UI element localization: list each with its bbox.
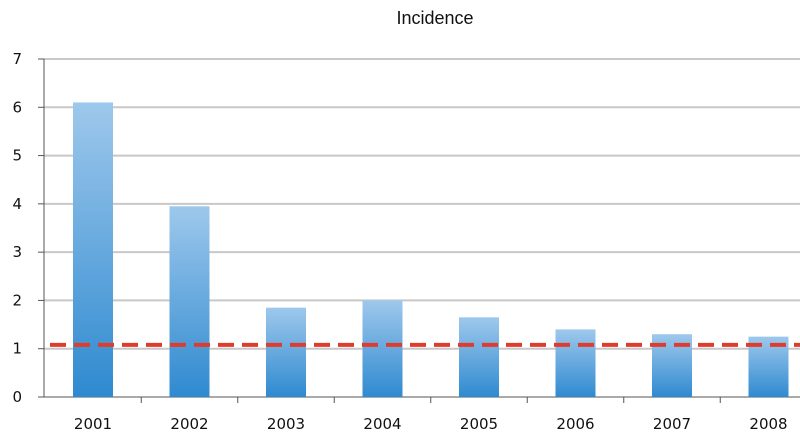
bar-2003 <box>266 307 306 397</box>
tick-labels: 0 1 2 3 4 5 6 7 2001 2002 2003 2004 2005 2006 2007 2008 <box>12 50 787 433</box>
x-tick-label: 2002 <box>170 415 208 433</box>
x-tick-label: 2006 <box>556 415 594 433</box>
bar-2005 <box>459 317 499 397</box>
y-tick-label: 5 <box>12 147 22 165</box>
x-tick-label: 2008 <box>749 415 787 433</box>
bar-2002 <box>169 206 210 397</box>
bar-2001 <box>73 102 113 397</box>
chart-title: Incidence <box>396 8 474 28</box>
y-tick-label: 4 <box>12 195 22 213</box>
y-tick-label: 2 <box>12 291 22 309</box>
x-tick-label: 2003 <box>267 415 305 433</box>
bar-2004 <box>362 300 403 397</box>
y-tick-label: 0 <box>12 388 22 406</box>
x-tick-label: 2004 <box>363 415 401 433</box>
grid-lines <box>44 58 800 350</box>
y-tick-label: 6 <box>12 98 22 116</box>
y-tick-label: 3 <box>12 243 22 261</box>
x-tick-label: 2005 <box>460 415 498 433</box>
y-tick-label: 7 <box>12 50 22 68</box>
y-tick-label: 1 <box>12 340 22 358</box>
bars <box>73 102 789 397</box>
x-tick-label: 2001 <box>74 415 112 433</box>
bar-2006 <box>555 329 596 397</box>
x-tick-label: 2007 <box>653 415 691 433</box>
